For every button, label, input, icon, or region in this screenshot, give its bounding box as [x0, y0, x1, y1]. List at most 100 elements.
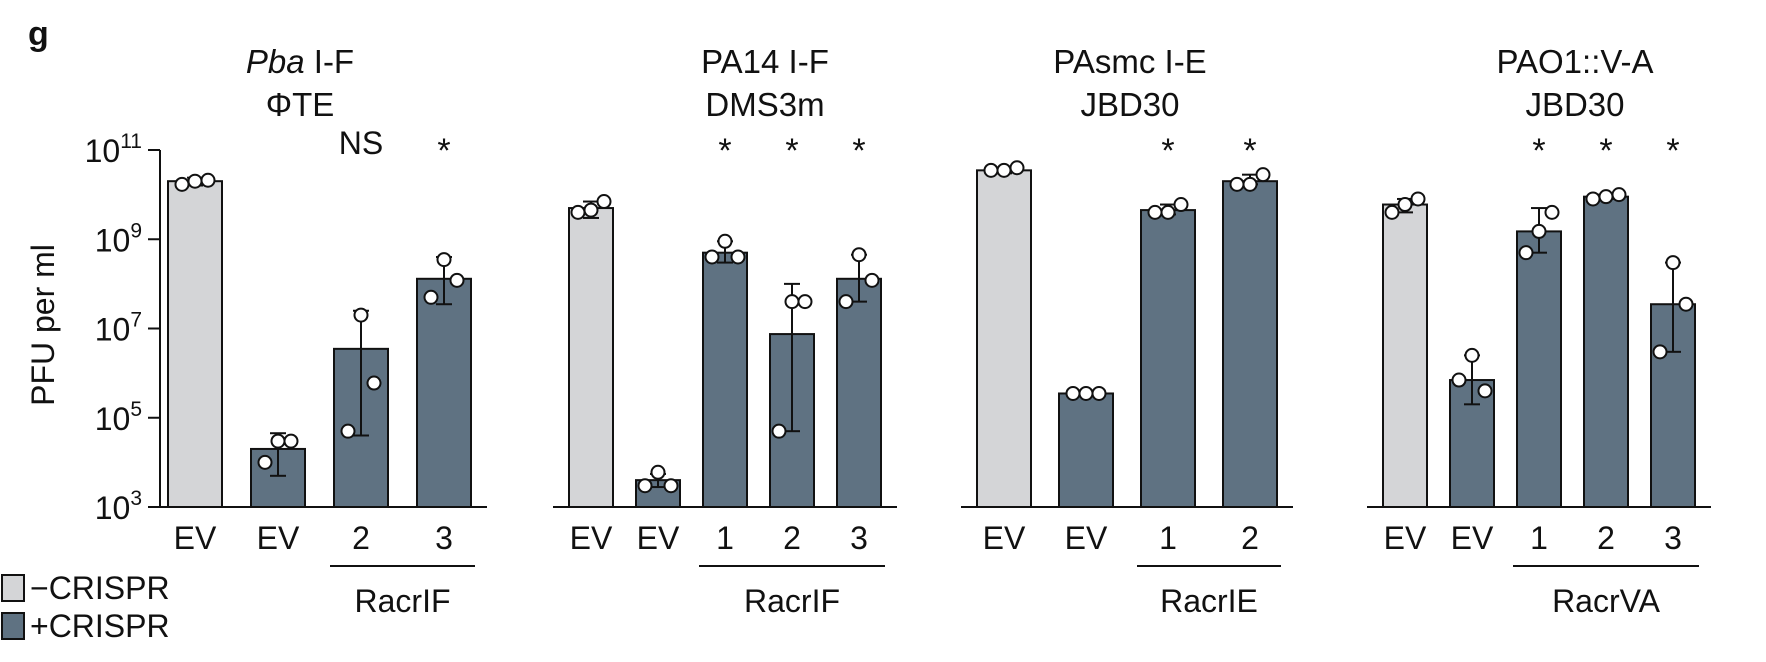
data-point: [1410, 191, 1426, 207]
legend-label: −CRISPR: [30, 570, 170, 606]
data-point: [1397, 197, 1413, 213]
y-tick-label: 1011: [85, 130, 142, 169]
data-point: [983, 162, 999, 178]
legend: −CRISPR+CRISPR: [1, 570, 170, 644]
data-point: [717, 233, 733, 249]
data-point: [704, 249, 720, 265]
data-point: [1091, 385, 1107, 401]
data-point: [353, 307, 369, 323]
data-point: [270, 433, 286, 449]
data-point: [1384, 204, 1400, 220]
data-point: [1065, 385, 1081, 401]
data-point: [1173, 197, 1189, 213]
significance-star: *: [1532, 132, 1545, 170]
bar: [1222, 180, 1278, 509]
significance-star: *: [852, 132, 865, 170]
data-point: [1464, 347, 1480, 363]
group-label: RacrVA: [1552, 583, 1661, 619]
significance-star: *: [437, 132, 450, 170]
panel-title: Pba I-F: [246, 43, 354, 80]
data-point: [996, 162, 1012, 178]
data-point: [1598, 189, 1614, 205]
x-tick-label: EV: [570, 520, 613, 556]
data-point: [1678, 296, 1694, 312]
significance-star: *: [1161, 132, 1174, 170]
significance-star: *: [718, 132, 731, 170]
data-point: [838, 294, 854, 310]
x-tick-label: 2: [783, 520, 801, 556]
data-point: [637, 478, 653, 494]
x-tick-label: 3: [435, 520, 453, 556]
bar: [836, 277, 882, 508]
data-point: [1009, 160, 1025, 176]
data-point: [283, 433, 299, 449]
x-tick-label: 1: [1530, 520, 1548, 556]
data-point: [174, 176, 190, 192]
data-point: [436, 252, 452, 268]
data-point: [730, 249, 746, 265]
data-point: [1451, 372, 1467, 388]
group-label: RacrIF: [744, 583, 840, 619]
data-point: [257, 454, 273, 470]
chart-panel: PAsmc I-E JBD30 EV EV 1 * 2 * RacrIE: [961, 43, 1293, 619]
bar: [1583, 195, 1629, 508]
panel-label: g: [28, 15, 49, 53]
data-point: [1255, 167, 1271, 183]
data-point: [596, 194, 612, 210]
chart-panels: Pba I-F ΦTE EV EV 2 NS 3 * RacrIF PA14 I-F DMS3m EV…: [152, 43, 1711, 619]
bar: [568, 207, 614, 508]
bar: [1058, 392, 1114, 509]
bar: [702, 251, 748, 508]
significance-star: *: [1666, 132, 1679, 170]
x-tick-label: 3: [1664, 520, 1682, 556]
data-point: [1531, 223, 1547, 239]
chart-panel: Pba I-F ΦTE EV EV 2 NS 3 * RacrIF: [152, 43, 487, 619]
x-tick-label: EV: [257, 520, 300, 556]
data-point: [340, 423, 356, 439]
data-point: [771, 423, 787, 439]
x-tick-label: 3: [850, 520, 868, 556]
data-point: [864, 272, 880, 288]
panel-subtitle: ΦTE: [266, 86, 335, 123]
data-point: [851, 247, 867, 263]
data-point: [1518, 245, 1534, 261]
x-tick-label: 2: [1241, 520, 1259, 556]
y-tick-label: 105: [95, 398, 142, 437]
legend-label: +CRISPR: [30, 608, 170, 644]
significance-star: *: [785, 132, 798, 170]
legend-swatch: [1, 612, 25, 640]
x-tick-label: 2: [352, 520, 370, 556]
group-label: RacrIE: [1160, 583, 1258, 619]
data-point: [366, 375, 382, 391]
data-point: [784, 294, 800, 310]
bar: [416, 277, 472, 508]
data-point: [1147, 204, 1163, 220]
data-point: [449, 272, 465, 288]
bar: [1382, 203, 1428, 508]
panel-subtitle: DMS3m: [705, 86, 824, 123]
panel-subtitle: JBD30: [1080, 86, 1179, 123]
bar: [1516, 230, 1562, 508]
x-tick-label: 1: [1159, 520, 1177, 556]
data-point: [1665, 255, 1681, 271]
panel-title: PAO1::V-A: [1496, 43, 1653, 80]
y-axis-label: PFU per ml: [25, 244, 61, 406]
x-tick-label: EV: [983, 520, 1026, 556]
data-point: [187, 173, 203, 189]
x-tick-label: 1: [716, 520, 734, 556]
x-tick-label: EV: [637, 520, 680, 556]
x-tick-label: EV: [1065, 520, 1108, 556]
significance-label: NS: [339, 125, 383, 161]
significance-star: *: [1243, 132, 1256, 170]
data-point: [797, 294, 813, 310]
y-axis: 103 105 107 109 1011: [85, 130, 161, 526]
panel-title: PA14 I-F: [701, 43, 829, 80]
panel-subtitle: JBD30: [1525, 86, 1624, 123]
bar: [1140, 209, 1196, 508]
data-point: [1544, 204, 1560, 220]
data-point: [1477, 383, 1493, 399]
data-point: [200, 172, 216, 188]
data-point: [1242, 176, 1258, 192]
